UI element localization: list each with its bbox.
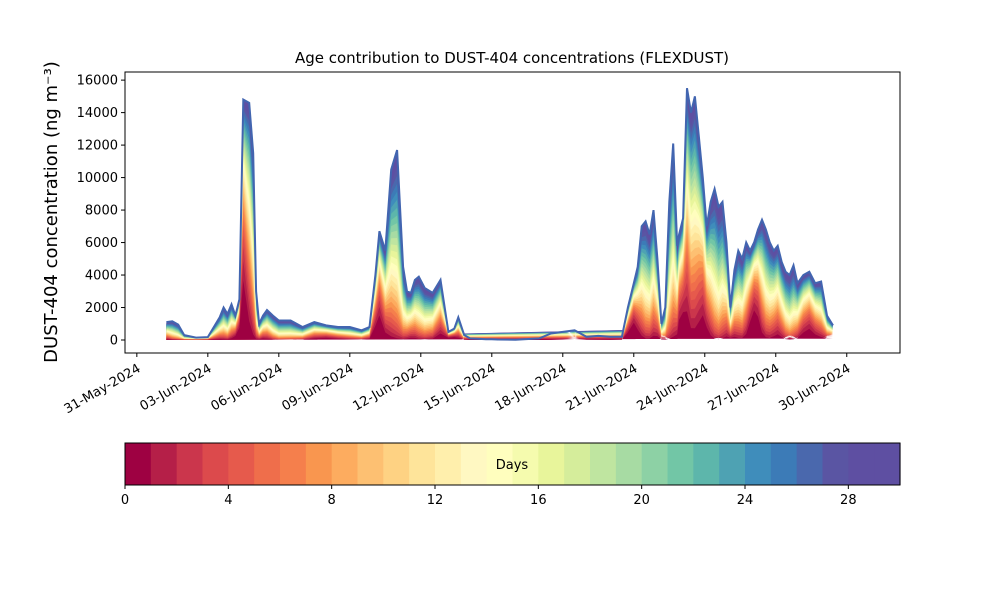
colorbar-swatch-2 [176,443,204,485]
colorbar-swatch-13 [460,443,488,485]
colorbar-swatch-20 [641,443,669,485]
colorbar-swatch-1 [150,443,178,485]
colorbar-tick-label: 4 [224,493,232,508]
age-band-3-days [166,235,833,340]
x-tick-label: 06-Jun-2024 [209,361,286,414]
x-tick-label: 27-Jun-2024 [705,361,782,414]
colorbar-swatch-16 [538,443,565,485]
y-tick-label: 12000 [77,139,118,154]
colorbar-swatch-24 [745,443,772,485]
y-axis: 0 2000 4000 6000 8000 10000 12000 14000 16000 [77,74,125,349]
colorbar-swatch-5 [254,443,281,485]
colorbar-tick-label: 8 [328,493,336,508]
x-tick-label: 15-Jun-2024 [422,361,499,414]
colorbar-tick-label: 24 [737,493,754,508]
colorbar-swatch-11 [409,443,436,485]
colorbar-tick-label: 12 [427,493,444,508]
colorbar [125,443,901,485]
plot-frame [124,71,901,354]
colorbar-swatch-0 [125,443,152,485]
colorbar-swatch-4 [228,443,255,485]
x-tick-label: 12-Jun-2024 [351,361,428,414]
colorbar-swatch-8 [331,443,359,485]
colorbar-swatch-6 [280,443,307,485]
colorbar-frame [124,442,901,486]
y-tick-label: 14000 [77,106,118,121]
colorbar-tick-label: 20 [633,493,650,508]
colorbar-tick-label: 0 [121,493,129,508]
colorbar-tick-label: 16 [530,493,547,508]
colorbar-swatch-3 [202,443,229,485]
colorbar-swatch-7 [305,443,333,485]
colorbar-tick-label: 28 [840,493,857,508]
colorbar-swatch-25 [770,443,798,485]
colorbar-ticks: 0 4 8 12 16 20 24 28 [121,485,857,508]
colorbar-swatch-10 [383,443,410,485]
y-tick-label: 8000 [85,204,118,219]
x-tick-label: 24-Jun-2024 [635,361,712,414]
colorbar-swatch-29 [874,443,901,485]
colorbar-swatch-23 [719,443,746,485]
colorbar-swatch-12 [435,443,462,485]
chart-title: Age contribution to DUST-404 concentrati… [295,49,729,67]
total-concentration-line [166,88,834,341]
colorbar-swatch-27 [822,443,849,485]
colorbar-swatch-26 [796,443,824,485]
colorbar-swatch-22 [693,443,720,485]
x-tick-label: 18-Jun-2024 [493,361,570,414]
y-tick-label: 2000 [85,301,118,316]
x-tick-label: 30-Jun-2024 [776,361,853,414]
y-tick-label: 16000 [77,74,118,89]
x-tick-label: 21-Jun-2024 [564,361,641,414]
x-tick-label: 31-May-2024 [62,361,144,417]
colorbar-swatch-9 [357,443,384,485]
x-tick-label: 03-Jun-2024 [138,361,215,414]
x-tick-label: 09-Jun-2024 [280,361,357,414]
y-axis-label: DUST-404 concentration (ng m⁻³) [41,61,62,363]
colorbar-swatch-19 [615,443,643,485]
x-axis: 31-May-202403-Jun-202406-Jun-202409-Jun-… [62,353,853,417]
age-stacked-areas [166,88,833,340]
colorbar-swatch-17 [564,443,591,485]
colorbar-swatch-14 [486,443,514,485]
colorbar-swatch-18 [590,443,617,485]
y-tick-label: 10000 [77,171,118,186]
colorbar-swatch-21 [667,443,694,485]
y-tick-label: 4000 [85,269,118,284]
colorbar-swatch-15 [512,443,539,485]
y-tick-label: 6000 [85,236,118,251]
y-tick-label: 0 [110,334,118,349]
colorbar-label: Days [496,458,529,473]
colorbar-swatch-28 [848,443,875,485]
